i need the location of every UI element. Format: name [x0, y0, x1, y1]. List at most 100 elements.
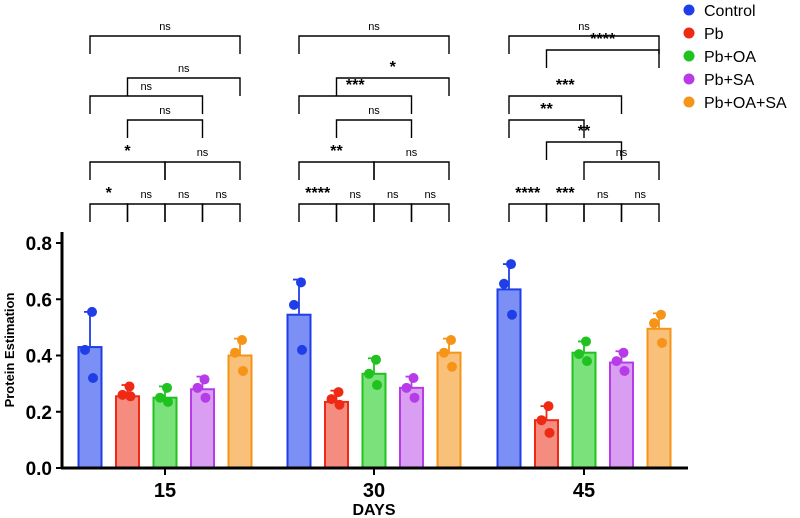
sig-bracket: ns	[508, 21, 660, 54]
data-point	[87, 306, 97, 317]
data-point	[447, 361, 457, 372]
sig-label: ns	[368, 105, 380, 117]
data-point	[364, 368, 374, 379]
sig-label: ns	[197, 147, 209, 159]
sig-bracket: ns	[335, 189, 375, 222]
data-point	[536, 415, 547, 426]
sig-bracket: ns	[583, 147, 660, 180]
sig-label: ns	[578, 21, 590, 33]
legend: Control Pb Pb+OA Pb+SA Pb+OA+SA	[683, 3, 787, 112]
sig-label: ns	[140, 189, 152, 201]
y-tick-label: 0.2	[26, 403, 52, 424]
data-point	[506, 259, 516, 270]
sig-label: ns	[215, 189, 227, 201]
data-point	[238, 365, 248, 376]
data-point	[439, 347, 449, 358]
data-point	[544, 427, 555, 438]
sig-bracket: ns	[126, 189, 166, 222]
sig-bracket: ns	[620, 189, 660, 222]
data-point	[611, 356, 622, 367]
x-category-label: 15	[154, 480, 176, 502]
data-point	[155, 392, 165, 403]
sig-bracket: *	[335, 59, 450, 96]
sig-label: ns	[406, 147, 418, 159]
sig-bracket: ns	[164, 147, 241, 180]
data-point	[507, 309, 517, 320]
sig-label: *	[390, 59, 397, 76]
axes	[60, 232, 688, 470]
sig-bracket: *	[89, 143, 166, 180]
data-point	[582, 356, 592, 367]
sig-label: ***	[556, 77, 575, 94]
sig-label: **	[540, 101, 553, 118]
bar-pb-oa-15	[152, 396, 178, 469]
data-point	[237, 335, 247, 346]
y-axis-title: Protein Estimation	[2, 293, 17, 408]
bars	[77, 259, 672, 469]
sig-bracket: ns	[89, 21, 241, 54]
data-point	[649, 318, 659, 329]
sig-bracket: ns	[373, 147, 450, 180]
sig-label: ns	[140, 81, 152, 93]
legend-item: Control	[683, 3, 756, 20]
data-point	[125, 391, 136, 402]
data-point	[618, 347, 629, 358]
sig-bracket: ns	[583, 189, 623, 222]
x-axis-title: DAYS	[353, 502, 396, 518]
sig-label: ns	[424, 189, 436, 201]
sig-bracket: **	[298, 143, 375, 180]
legend-marker	[683, 96, 695, 108]
sig-label: **	[330, 143, 343, 160]
sig-bracket: ns	[410, 189, 450, 222]
y-ticks: 0.0 0.2 0.4 0.6 0.8	[26, 234, 62, 480]
data-point	[88, 373, 98, 383]
legend-marker	[683, 73, 695, 85]
sig-bracket: ns	[201, 189, 241, 222]
sig-label: ns	[368, 21, 380, 33]
sig-bracket: *	[89, 185, 129, 222]
data-point	[334, 399, 345, 410]
sig-bracket: ****	[545, 31, 660, 68]
data-point	[117, 389, 128, 400]
legend-marker	[683, 4, 695, 16]
data-point	[409, 392, 420, 403]
y-tick-label: 0.6	[26, 290, 52, 311]
legend-label: Pb+SA	[704, 72, 755, 89]
bar-pb-30	[324, 400, 349, 469]
sig-bracket: ***	[298, 77, 413, 114]
sig-label: ns	[159, 21, 171, 33]
data-point	[656, 309, 666, 320]
legend-label: Pb+OA+SA	[704, 95, 787, 112]
data-point	[372, 380, 382, 391]
data-point	[401, 382, 412, 393]
legend-label: Pb	[704, 26, 724, 43]
sig-bracket: ns	[373, 189, 413, 222]
data-point	[192, 382, 203, 393]
sig-bracket: ns	[298, 21, 450, 54]
bar-pb-oa-45	[571, 351, 597, 469]
bar-pb-sa-45	[609, 361, 634, 469]
data-point	[124, 381, 135, 392]
bar-control-15	[77, 346, 103, 469]
sig-label: ns	[178, 189, 190, 201]
sig-label: *	[106, 185, 113, 202]
legend-item: Pb+OA	[683, 49, 756, 66]
data-point	[619, 365, 630, 376]
sig-label: ns	[349, 189, 361, 201]
data-point	[80, 344, 90, 355]
data-point	[297, 344, 307, 355]
legend-label: Pb+OA	[704, 49, 756, 66]
data-point	[296, 277, 306, 288]
sig-label: ns	[634, 189, 646, 201]
legend-marker	[683, 27, 695, 39]
sig-label: ****	[515, 185, 541, 202]
sig-label: ****	[305, 185, 331, 202]
data-point	[326, 394, 337, 405]
legend-marker	[683, 50, 695, 62]
data-point	[200, 392, 211, 403]
data-point	[446, 335, 456, 346]
legend-item: Pb	[683, 26, 724, 43]
y-tick-label: 0.4	[26, 347, 53, 368]
bar-pb-45	[534, 419, 559, 469]
